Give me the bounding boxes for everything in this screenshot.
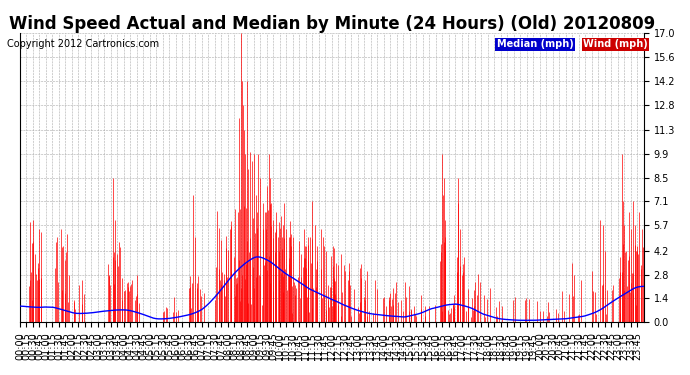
Text: Wind (mph): Wind (mph) [583,39,648,50]
Text: Copyright 2012 Cartronics.com: Copyright 2012 Cartronics.com [7,39,159,50]
Text: Median (mph): Median (mph) [497,39,573,50]
Title: Wind Speed Actual and Median by Minute (24 Hours) (Old) 20120809: Wind Speed Actual and Median by Minute (… [9,15,655,33]
